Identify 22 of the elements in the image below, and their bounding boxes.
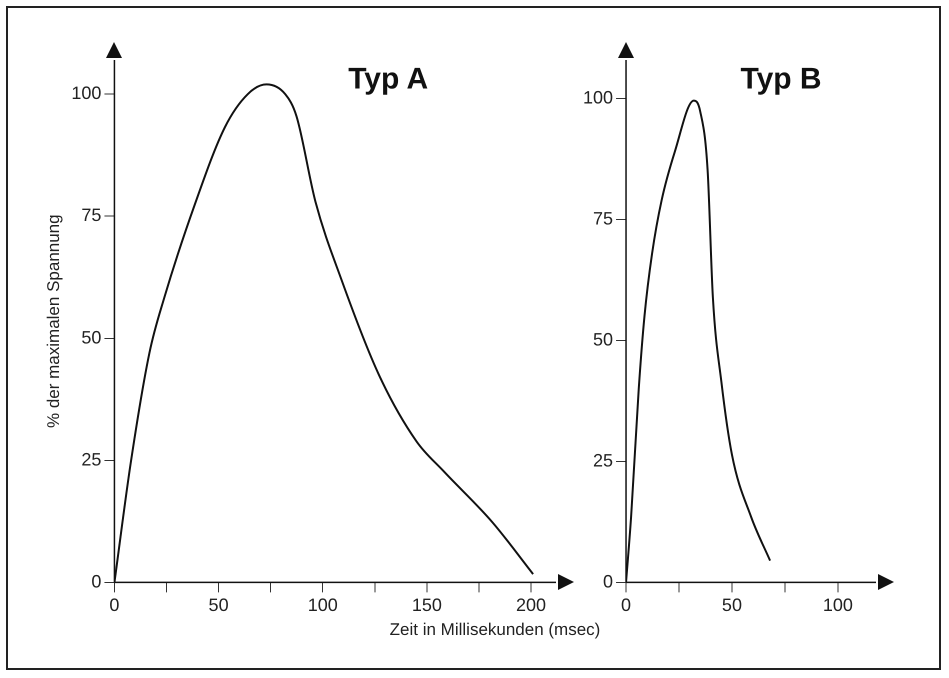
y-tick-label: 0 [603,571,614,592]
chart-title: Typ B [740,62,822,96]
y-tick-label: 25 [593,450,614,470]
chart-title: Typ A [348,62,428,96]
y-tick-label: 0 [91,571,102,592]
x-tick-label: 150 [412,595,442,616]
x-tick-label: 50 [208,595,229,616]
y-tick-label: 50 [593,330,614,350]
x-tick-label: 200 [516,595,546,616]
y-tick-label: 100 [582,88,614,108]
y-axis-title: % der maximalen Spannung [44,214,63,428]
y-tick-label: 75 [593,208,614,229]
x-axis-title: Zeit in Millisekunden (msec) [388,620,602,640]
y-tick-label: 50 [81,327,102,348]
x-tick-label: 0 [621,595,632,616]
x-tick-label: 0 [109,595,120,616]
x-tick-label: 100 [308,595,338,616]
y-tick-label: 75 [81,205,102,226]
y-tick-label: 25 [81,449,102,470]
x-tick-label: 50 [722,595,742,616]
y-tick-label: 100 [71,83,102,104]
x-tick-label: 100 [822,595,853,616]
